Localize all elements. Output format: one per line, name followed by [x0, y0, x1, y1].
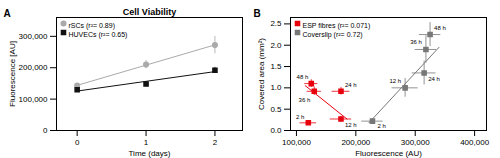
svg-text:2.5: 2.5	[270, 19, 282, 28]
svg-text:Coverslip (r²= 0.72): Coverslip (r²= 0.72)	[303, 31, 363, 39]
svg-text:1.0: 1.0	[270, 83, 282, 92]
svg-text:0: 0	[75, 138, 80, 147]
svg-text:A: A	[4, 8, 11, 19]
svg-text:0.5: 0.5	[270, 105, 282, 114]
svg-text:2: 2	[213, 138, 218, 147]
svg-text:12 h: 12 h	[345, 122, 357, 128]
svg-text:0.0: 0.0	[270, 126, 282, 135]
svg-text:ESP fibres (r²= 0.071): ESP fibres (r²= 0.071)	[303, 22, 371, 30]
svg-text:Cell Viability: Cell Viability	[123, 7, 176, 17]
svg-text:200,000: 200,000	[341, 138, 370, 147]
svg-text:HUVECs (r²= 0.65): HUVECs (r²= 0.65)	[69, 31, 128, 39]
svg-text:2 h: 2 h	[296, 114, 304, 120]
svg-text:100,000: 100,000	[19, 95, 48, 104]
svg-text:400,000: 400,000	[460, 138, 489, 147]
svg-text:300,000: 300,000	[19, 32, 48, 41]
svg-text:2.0: 2.0	[270, 41, 282, 50]
svg-text:Fluorescence (AU): Fluorescence (AU)	[355, 149, 422, 158]
svg-text:1: 1	[144, 138, 149, 147]
svg-text:300,000: 300,000	[401, 138, 430, 147]
svg-text:100,000: 100,000	[282, 138, 311, 147]
svg-text:Fluorescence [AU]: Fluorescence [AU]	[8, 41, 17, 107]
svg-text:36 h: 36 h	[410, 39, 422, 45]
svg-text:rSCs (r²= 0.89): rSCs (r²= 0.89)	[69, 22, 115, 30]
svg-text:Time (days): Time (days)	[129, 149, 171, 158]
svg-text:24 h: 24 h	[345, 82, 357, 88]
svg-text:12 h: 12 h	[389, 78, 401, 84]
svg-text:36 h: 36 h	[299, 97, 311, 103]
svg-text:200,000: 200,000	[19, 63, 48, 72]
svg-text:48 h: 48 h	[297, 74, 309, 80]
svg-text:48 h: 48 h	[434, 25, 446, 31]
svg-text:2 h: 2 h	[377, 123, 385, 129]
svg-text:24 h: 24 h	[428, 76, 440, 82]
svg-text:B: B	[254, 8, 261, 19]
svg-text:1.5: 1.5	[270, 62, 282, 71]
svg-text:Covered area (mm²): Covered area (mm²)	[257, 38, 266, 110]
svg-text:0: 0	[43, 126, 48, 135]
